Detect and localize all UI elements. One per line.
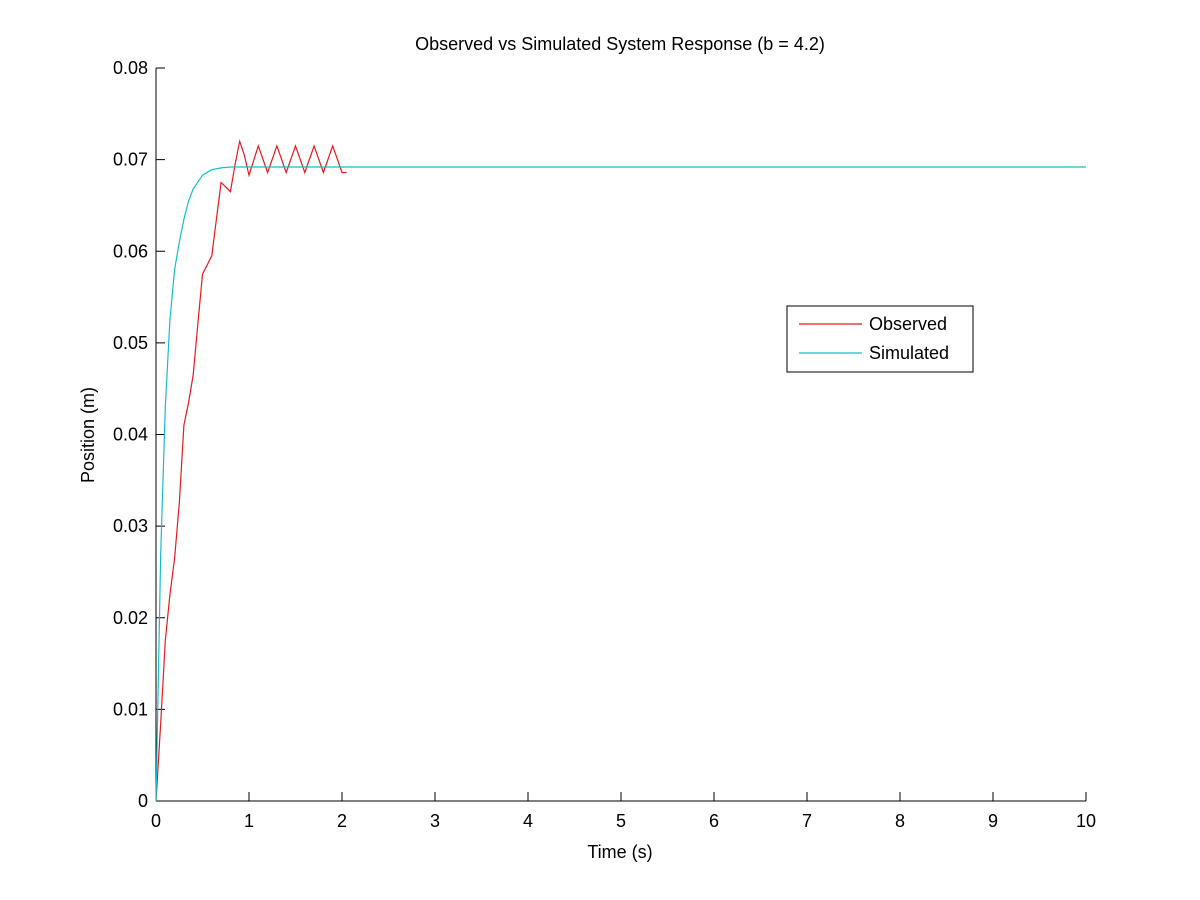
plot-axes [155, 68, 1086, 802]
axis-ticks: 0 1 2 3 4 5 6 7 8 9 10 0 0.01 0.02 0.03 0.04 0.05 0.06 0.0… [113, 58, 1096, 831]
y-tick-label: 0.04 [113, 425, 148, 445]
chart-title: Observed vs Simulated System Response (b… [415, 34, 825, 54]
x-tick-label: 10 [1076, 811, 1096, 831]
y-tick-label: 0.07 [113, 150, 148, 170]
x-tick-label: 3 [430, 811, 440, 831]
x-tick-label: 6 [709, 811, 719, 831]
legend-label: Simulated [869, 343, 949, 363]
y-tick-label: 0.01 [113, 699, 148, 719]
x-tick-label: 1 [244, 811, 254, 831]
x-axis-label: Time (s) [587, 842, 652, 862]
x-tick-label: 0 [151, 811, 161, 831]
y-tick-label: 0.05 [113, 333, 148, 353]
x-tick-label: 9 [988, 811, 998, 831]
x-tick-label: 8 [895, 811, 905, 831]
x-tick-label: 2 [337, 811, 347, 831]
y-tick-label: 0.06 [113, 241, 148, 261]
x-tick-label: 4 [523, 811, 533, 831]
y-axis-label: Position (m) [78, 387, 98, 483]
series-lines [155, 138, 1086, 802]
legend-label: Observed [869, 314, 947, 334]
y-tick-label: 0.08 [113, 58, 148, 78]
series-line-observed [155, 138, 347, 802]
y-tick-label: 0.03 [113, 516, 148, 536]
x-tick-label: 7 [802, 811, 812, 831]
x-tick-label: 5 [616, 811, 626, 831]
y-tick-label: 0 [138, 791, 148, 811]
legend-box [786, 305, 974, 373]
y-tick-label: 0.02 [113, 608, 148, 628]
series-line-simulated [155, 166, 1086, 802]
legend: Observed Simulated [786, 305, 974, 373]
